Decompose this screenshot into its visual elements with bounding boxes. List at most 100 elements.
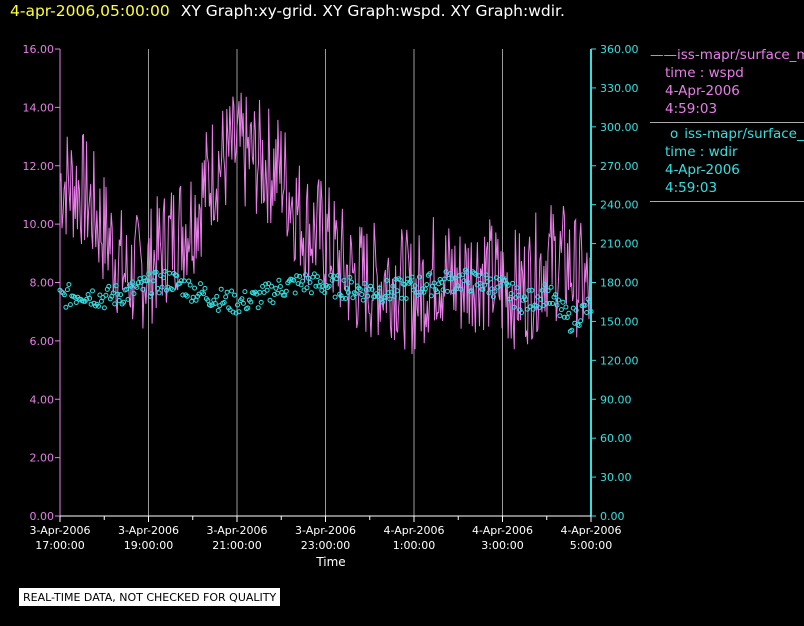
y-right-tick-label: 240.00	[600, 199, 639, 212]
wdir-point	[489, 286, 495, 292]
wdir-point	[409, 274, 415, 280]
wdir-point	[297, 273, 303, 279]
wdir-point	[542, 282, 548, 288]
header-time: 4-apr-2006,05:00:00	[10, 2, 170, 20]
legend-series-label: time : wspd	[665, 65, 744, 81]
wdir-point	[557, 313, 563, 319]
wdir-point	[294, 273, 300, 279]
wdir-point	[388, 289, 394, 295]
wdir-point	[63, 304, 69, 310]
wdir-point	[344, 285, 350, 291]
wdir-point	[85, 292, 91, 297]
y-left-tick-label: 14.00	[23, 101, 55, 114]
wdir-point	[345, 290, 351, 296]
wdir-point	[560, 299, 566, 305]
wdir-point	[379, 299, 385, 305]
wdir-point	[184, 293, 190, 299]
legend-entry-wdir[interactable]: o iss-mapr/surface_m time : wdir 4-Apr-20…	[650, 125, 804, 202]
wdir-point	[258, 299, 264, 305]
wdir-point	[363, 287, 369, 293]
wdir-point	[445, 288, 450, 294]
wdir-point	[221, 300, 227, 305]
wdir-point	[266, 281, 272, 287]
legend-circle-marker: o	[670, 126, 679, 142]
wdir-point	[277, 284, 283, 289]
wdir-point	[124, 286, 130, 292]
wdir-point	[67, 302, 73, 308]
wdir-point	[486, 290, 492, 296]
x-tick-label-date: 3-Apr-2006	[206, 524, 267, 537]
wdir-point	[269, 283, 274, 289]
wdir-point	[61, 292, 67, 298]
x-tick-label-date: 4-Apr-2006	[383, 524, 444, 537]
y-right-tick-label: 60.00	[600, 432, 632, 445]
wdir-point	[424, 282, 430, 288]
wdir-point	[155, 285, 161, 291]
wdir-point	[88, 301, 94, 307]
wdir-point	[103, 292, 109, 298]
legend-entry-wspd[interactable]: ——iss-mapr/surface_m time : wspd 4-Apr-2…	[650, 46, 804, 123]
x-tick-label-time: 1:00:00	[393, 539, 435, 552]
wdir-point	[513, 295, 519, 301]
wdir-point	[422, 286, 428, 292]
wdir-point	[189, 298, 195, 304]
wdir-point	[292, 290, 298, 296]
wdir-point	[343, 296, 348, 301]
wdir-point	[375, 293, 381, 299]
wdir-point	[311, 271, 317, 277]
wdir-point	[348, 279, 354, 285]
wdir-point	[556, 297, 561, 303]
y-right-tick-label: 90.00	[600, 393, 632, 406]
wdir-point	[101, 305, 107, 311]
wdir-point	[212, 301, 218, 306]
x-tick-label-time: 5:00:00	[570, 539, 612, 552]
wdir-point	[391, 293, 397, 299]
series-wdir	[57, 267, 594, 334]
wdir-point	[576, 323, 582, 328]
wdir-point	[408, 279, 413, 285]
wdir-point	[527, 304, 533, 310]
wdir-point	[118, 292, 124, 298]
wdir-point	[130, 279, 135, 285]
series-wspd	[59, 92, 592, 355]
wdir-point	[564, 315, 570, 320]
wdir-point	[313, 283, 319, 289]
wdir-point	[146, 271, 152, 277]
wdir-point	[329, 277, 335, 283]
wdir-point	[578, 318, 584, 324]
wdir-point	[187, 282, 193, 288]
wdir-point	[131, 291, 137, 297]
wdir-point	[485, 279, 490, 285]
y-left-tick-label: 0.00	[30, 510, 55, 523]
wdir-point	[326, 283, 332, 289]
wdir-point	[384, 278, 390, 283]
wdir-point	[112, 301, 118, 307]
y-left-tick-label: 10.00	[23, 218, 55, 231]
wdir-point	[291, 277, 297, 283]
wdir-point	[274, 290, 280, 296]
wdir-point	[303, 272, 308, 278]
wdir-point	[530, 306, 536, 312]
y-right-tick-label: 360.00	[600, 43, 639, 56]
wdir-point	[377, 285, 382, 291]
wdir-point	[322, 290, 328, 296]
x-axis-title: Time	[315, 555, 345, 569]
wdir-point	[473, 271, 479, 277]
legend-series-label: time : wdir	[665, 144, 738, 160]
y-left-tick-label: 12.00	[23, 160, 55, 173]
wdir-point	[335, 273, 341, 278]
wdir-point	[224, 289, 230, 295]
wdir-point	[554, 302, 560, 308]
wdir-point	[328, 272, 334, 278]
wdir-point	[523, 297, 529, 302]
wdir-point	[341, 278, 347, 283]
wdir-point	[113, 283, 119, 289]
wdir-point	[390, 283, 396, 289]
legend-series-time: 4:59:03	[665, 180, 718, 196]
wdir-point	[448, 271, 453, 276]
wdir-point	[255, 305, 261, 311]
wdir-point	[178, 278, 184, 284]
wdir-point	[464, 269, 470, 275]
wdir-point	[230, 309, 236, 315]
wdir-point	[217, 303, 223, 309]
